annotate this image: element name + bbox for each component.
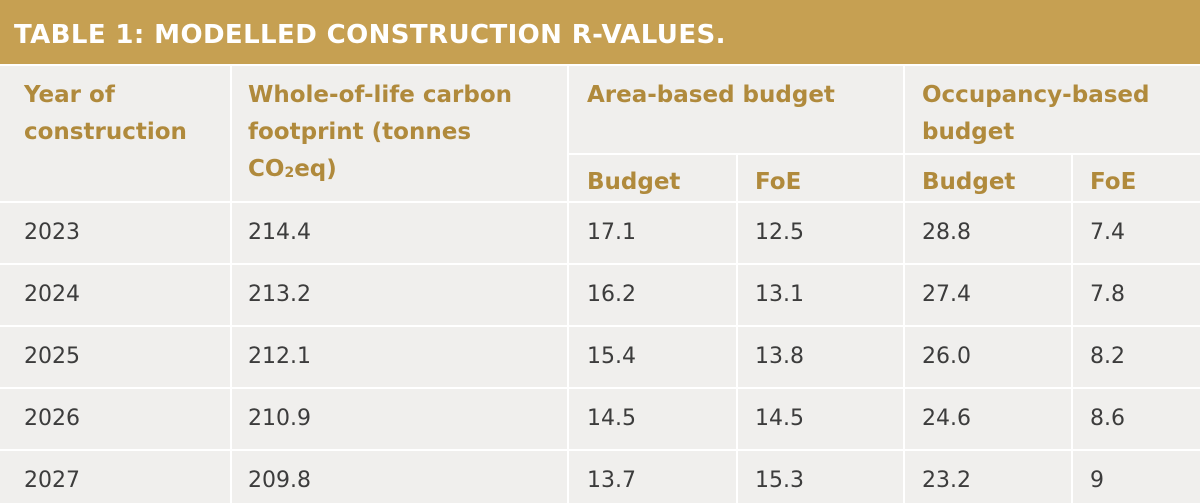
grid-vline [1071, 265, 1073, 325]
grid-vline [736, 203, 738, 263]
header-carbon-line3: CO2eq) [248, 151, 512, 192]
header-occupancy-line1: Occupancy-based [922, 82, 1150, 108]
grid-vline [1071, 389, 1073, 449]
grid-vline [736, 155, 738, 203]
cell-area-budget: 15.4 [587, 344, 636, 369]
cell-occupancy-foe: 7.4 [1090, 220, 1125, 245]
cell-area-budget: 14.5 [587, 406, 636, 431]
grid-vline [567, 451, 569, 503]
header-occupancy-line2: budget [922, 119, 1015, 145]
cell-area-foe: 13.8 [755, 344, 804, 369]
grid-hline [0, 449, 1200, 451]
grid-vline [736, 265, 738, 325]
title-bar: TABLE 1: MODELLED CONSTRUCTION R-VALUES. [0, 0, 1200, 66]
table-title: TABLE 1: MODELLED CONSTRUCTION R-VALUES. [14, 20, 726, 50]
header-carbon-co: CO [248, 156, 285, 182]
header-carbon-eq: eq) [294, 156, 337, 182]
header-carbon-line1: Whole-of-life carbon [248, 82, 513, 108]
cell-area-budget: 16.2 [587, 282, 636, 307]
header-area-budget: Budget [587, 169, 681, 195]
grid-vline [903, 203, 905, 263]
table-row: 2024 213.2 16.2 13.1 27.4 7.8 [0, 265, 1200, 327]
grid-vline [1071, 203, 1073, 263]
table-row: 2025 212.1 15.4 13.8 26.0 8.2 [0, 327, 1200, 389]
grid-vline [567, 265, 569, 325]
cell-occupancy-budget: 28.8 [922, 220, 971, 245]
cell-area-budget: 17.1 [587, 220, 636, 245]
cell-area-foe: 14.5 [755, 406, 804, 431]
table-row: 2027 209.8 13.7 15.3 23.2 9 [0, 451, 1200, 503]
header-year-line1: Year of [24, 82, 115, 108]
cell-occupancy-foe: 9 [1090, 468, 1104, 493]
cell-carbon: 209.8 [248, 468, 311, 493]
grid-vline [903, 265, 905, 325]
header-occupancy-based-budget: Occupancy-based budget [922, 77, 1149, 151]
cell-occupancy-foe: 7.8 [1090, 282, 1125, 307]
cell-occupancy-budget: 27.4 [922, 282, 971, 307]
grid-vline [230, 203, 232, 263]
grid-hline [567, 153, 1200, 155]
cell-occupancy-budget: 26.0 [922, 344, 971, 369]
cell-year: 2023 [24, 220, 80, 245]
grid-vline [903, 66, 905, 203]
grid-vline [230, 327, 232, 387]
grid-vline [736, 389, 738, 449]
grid-vline [230, 265, 232, 325]
grid-vline [567, 389, 569, 449]
header-occupancy-budget: Budget [922, 169, 1016, 195]
cell-occupancy-budget: 24.6 [922, 406, 971, 431]
cell-area-foe: 13.1 [755, 282, 804, 307]
header-year-line2: construction [24, 119, 187, 145]
cell-occupancy-budget: 23.2 [922, 468, 971, 493]
grid-vline [903, 451, 905, 503]
header-year-of-construction: Year of construction [24, 77, 187, 151]
cell-carbon: 212.1 [248, 344, 311, 369]
header-carbon-subscript: 2 [284, 165, 295, 181]
cell-area-foe: 12.5 [755, 220, 804, 245]
grid-hline [0, 325, 1200, 327]
grid-vline [230, 451, 232, 503]
header-area-foe: FoE [755, 169, 802, 195]
grid-vline [567, 66, 569, 203]
header-carbon-line2: footprint (tonnes [248, 119, 472, 145]
grid-vline [567, 327, 569, 387]
grid-hline [0, 201, 1200, 203]
cell-carbon: 214.4 [248, 220, 311, 245]
cell-year: 2027 [24, 468, 80, 493]
grid-vline [736, 327, 738, 387]
grid-vline [567, 203, 569, 263]
grid-vline [903, 327, 905, 387]
table-row: 2026 210.9 14.5 14.5 24.6 8.6 [0, 389, 1200, 451]
cell-year: 2026 [24, 406, 80, 431]
table-row: 2023 214.4 17.1 12.5 28.8 7.4 [0, 203, 1200, 265]
grid-hline [0, 387, 1200, 389]
grid-vline [230, 66, 232, 203]
grid-vline [1071, 155, 1073, 203]
grid-vline [1071, 451, 1073, 503]
cell-area-foe: 15.3 [755, 468, 804, 493]
cell-year: 2025 [24, 344, 80, 369]
cell-carbon: 210.9 [248, 406, 311, 431]
cell-occupancy-foe: 8.6 [1090, 406, 1125, 431]
cell-carbon: 213.2 [248, 282, 311, 307]
grid-vline [736, 451, 738, 503]
header-area-based-budget: Area-based budget [587, 82, 835, 108]
grid-vline [903, 389, 905, 449]
grid-hline [0, 263, 1200, 265]
header-occupancy-foe: FoE [1090, 169, 1137, 195]
cell-year: 2024 [24, 282, 80, 307]
grid-vline [230, 389, 232, 449]
cell-occupancy-foe: 8.2 [1090, 344, 1125, 369]
header-carbon-footprint: Whole-of-life carbon footprint (tonnes C… [248, 77, 512, 192]
cell-area-budget: 13.7 [587, 468, 636, 493]
grid-vline [1071, 327, 1073, 387]
